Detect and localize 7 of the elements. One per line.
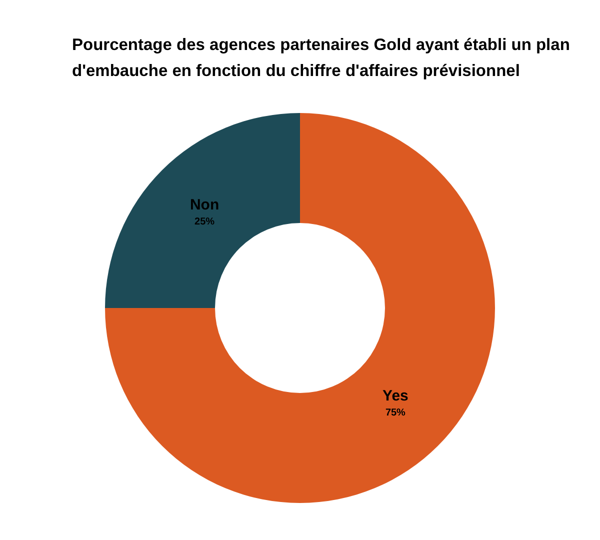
chart-title: Pourcentage des agences partenaires Gold ayant établi un plan d'embauche en fonction du chiffre d'affaires prévisionnel	[72, 36, 570, 80]
data-label: 25%	[194, 216, 215, 228]
slice-label: Yes	[382, 387, 408, 404]
donut-slice	[105, 113, 495, 503]
slice-label: Non	[190, 196, 220, 214]
donut-slice	[105, 113, 300, 308]
data-label: 75%	[385, 407, 406, 418]
